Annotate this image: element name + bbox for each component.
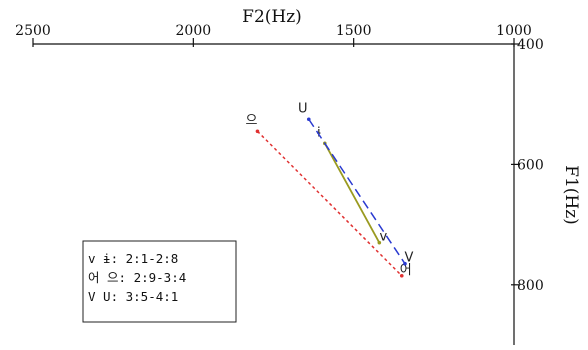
legend-entry: v ɨ: 2:1-2:8 <box>88 251 178 266</box>
point-label: ɨ <box>317 125 321 140</box>
point-label: U <box>298 101 308 116</box>
series-2: UV <box>298 101 414 265</box>
data-point <box>399 273 404 278</box>
legend-box <box>82 240 237 323</box>
point-label: V <box>405 251 414 266</box>
legend-entry: 어 으: 2:9-3:4 <box>88 270 186 285</box>
y-tick-label: 800 <box>517 278 544 294</box>
y-tick-label: 600 <box>517 157 544 173</box>
y-tick-label: 400 <box>517 37 544 53</box>
series-line <box>256 130 403 277</box>
y-axis-title: F1(Hz) <box>561 165 581 225</box>
legend: v ɨ: 2:1-2:8 어 으: 2:9-3:4 V U: 3:5-4:1 <box>82 240 237 323</box>
legend-entry: V U: 3:5-4:1 <box>88 289 178 304</box>
data-point <box>255 129 260 134</box>
point-label: v <box>379 230 387 245</box>
x-tick-label: 1000 <box>496 23 532 39</box>
series-line <box>324 142 381 244</box>
point-label: 어 <box>400 263 412 278</box>
point-label: 으 <box>245 113 257 128</box>
series-1: 으어 <box>245 113 411 277</box>
data-point <box>403 261 407 266</box>
y-axis: 400 600 800 <box>511 37 544 345</box>
x-tick-label: 2500 <box>15 23 51 39</box>
series-line <box>308 118 406 265</box>
data-point <box>377 240 382 245</box>
x-tick-label: 2000 <box>176 23 212 39</box>
x-tick-label: 1500 <box>336 23 372 39</box>
x-axis: 2500 2000 1500 1000 <box>15 23 532 47</box>
data-point <box>306 117 311 122</box>
x-axis-title: F2(Hz) <box>242 7 302 27</box>
